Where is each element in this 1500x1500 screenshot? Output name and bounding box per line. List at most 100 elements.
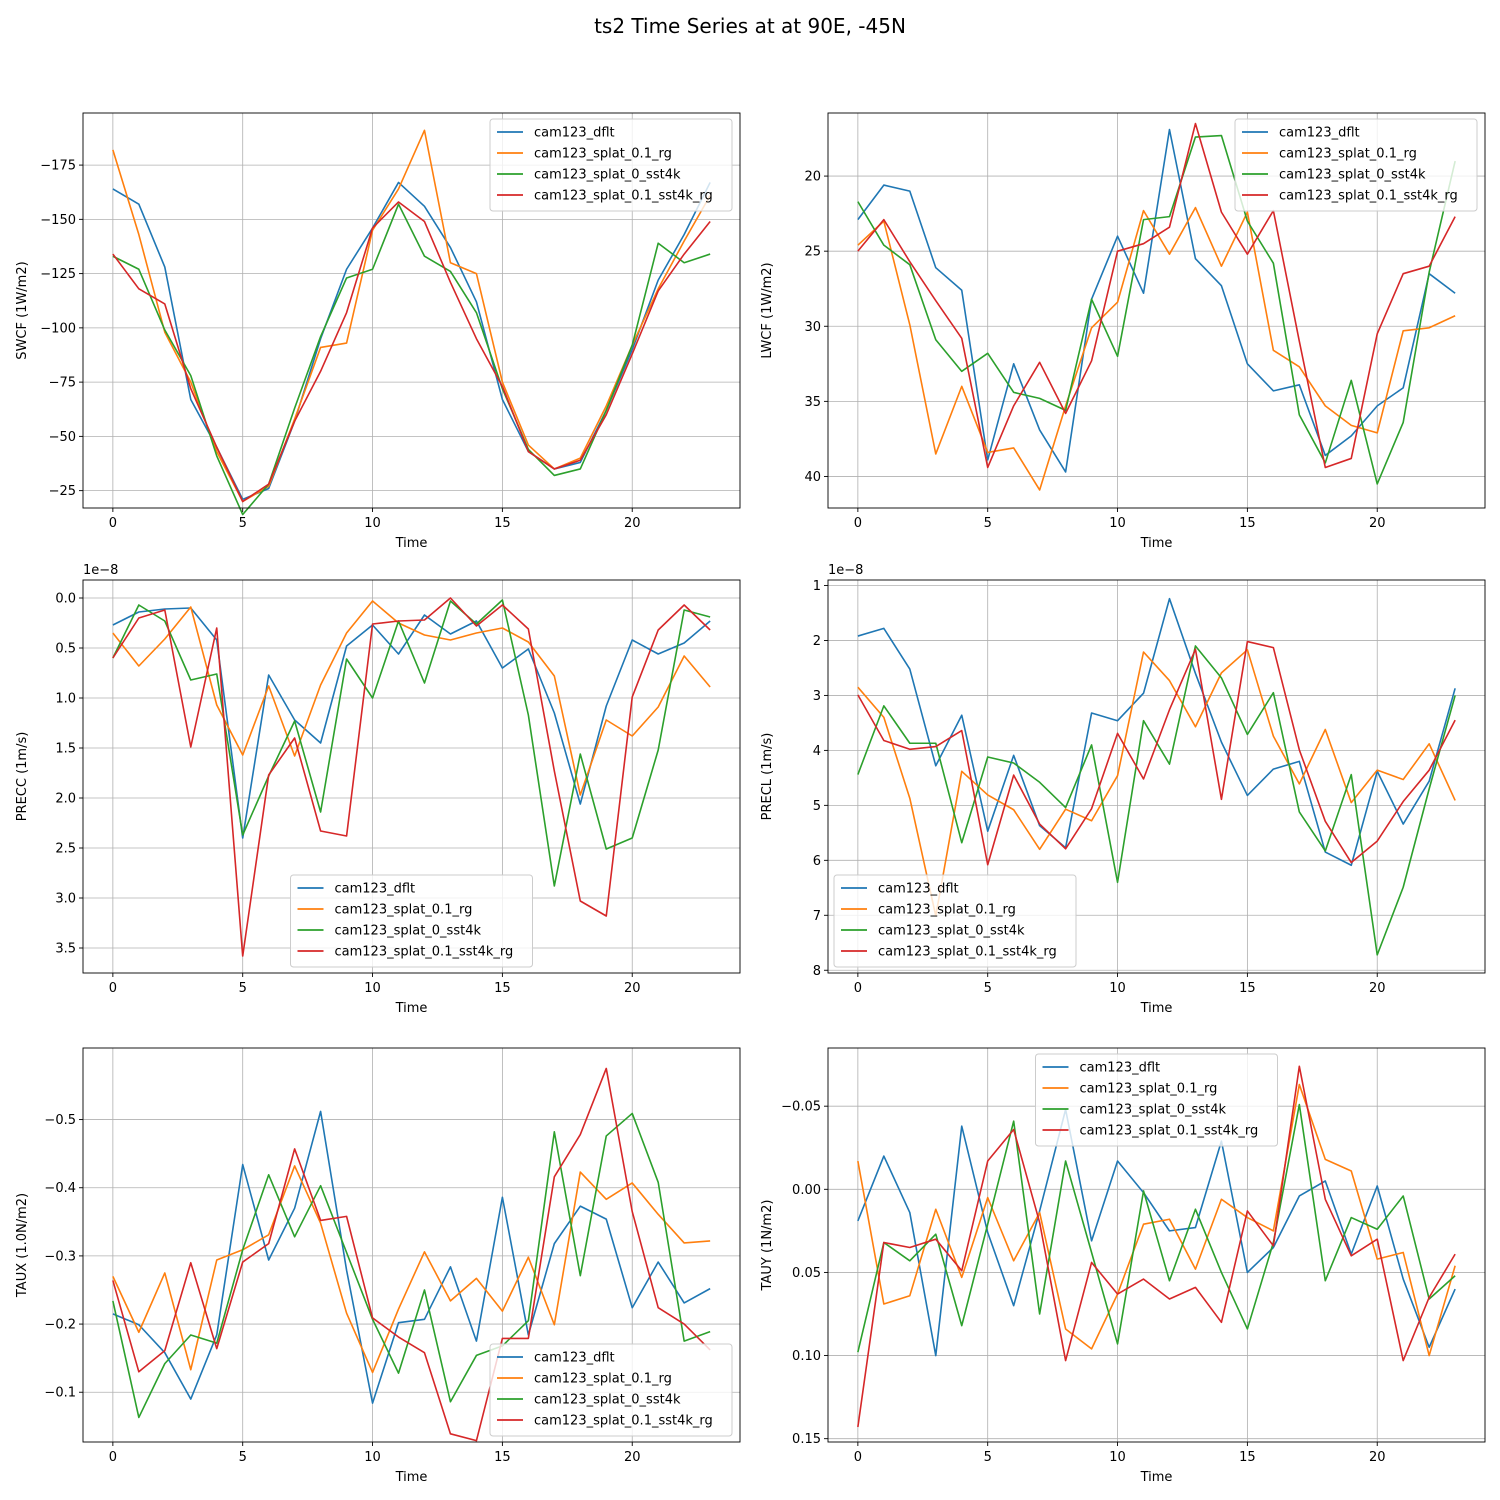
x-tick-label: 5 [984,981,992,996]
legend-label: cam123_dflt [335,882,416,897]
legend-label: cam123_splat_0.1_rg [1080,1082,1218,1097]
legend-frame [489,1343,733,1437]
x-tick-label: 10 [364,516,381,531]
legend-label: cam123_dflt [1279,126,1360,141]
y-tick-label: 7 [813,909,821,924]
x-axis-label: Time [1140,1470,1173,1485]
x-tick-label: 0 [109,516,117,531]
y-tick-label: 0.5 [55,642,76,657]
x-tick-label: 15 [494,516,511,531]
axes-frame [827,112,1486,509]
legend-label: cam123_splat_0_sst4k [1279,168,1426,183]
x-tick-label: 10 [1109,1450,1126,1465]
x-tick-label: 15 [494,1450,511,1465]
x-axis-label: Time [395,1470,428,1485]
x-tick-label: 20 [624,1450,641,1465]
legend-label: cam123_splat_0_sst4k [534,1393,681,1408]
y-tick-label: 2.5 [55,842,76,857]
x-tick-label: 20 [624,516,641,531]
axes-frame [82,1047,741,1443]
series-line-4 [857,1065,1456,1428]
x-axis-label: Time [1140,1001,1173,1016]
series-line-1 [112,607,711,839]
subplot-1: 0 5 10 15 20 −175 −150 −125 −100 −75 −50 −25 Time SWC… [15,112,741,551]
legend-label: cam123_splat_0.1_rg [878,903,1016,918]
y-tick-label: −100 [40,321,76,336]
x-axis-label: Time [395,1001,428,1016]
x-tick-label: 5 [239,1450,247,1465]
legend-frame [290,874,533,968]
axes-frame [827,579,1486,974]
figure-title: ts2 Time Series at at 90E, -45N [594,14,906,38]
y-tick-label: −150 [40,213,76,228]
legend-label: cam123_dflt [534,1351,615,1366]
legend-label: cam123_dflt [534,126,615,141]
legend-label: cam123_splat_0_sst4k [878,924,1025,939]
x-tick-label: 10 [1109,981,1126,996]
y-tick-label: 5 [813,799,821,814]
legend-label: cam123_splat_0.1_sst4k_rg [335,945,514,960]
x-tick-label: 15 [1239,1450,1256,1465]
series-line-1 [857,597,1456,867]
x-tick-label: 0 [109,981,117,996]
y-tick-label: −0.5 [44,1113,76,1128]
series-line-2 [112,600,711,796]
axes-frame [82,112,741,509]
subplot-2: 0 5 10 15 20 20 25 30 35 40 Time LWCF (1W/m2) cam123… [760,112,1486,551]
legend-label: cam123_splat_0.1_sst4k_rg [1279,189,1458,204]
series-line-3 [857,134,1456,485]
x-tick-label: 15 [494,981,511,996]
x-tick-label: 20 [1369,1450,1386,1465]
y-tick-label: −0.2 [44,1318,76,1333]
series-line-1 [857,1108,1456,1357]
y-tick-label: −75 [49,376,76,391]
subplot-3: 0 5 10 15 20 0.0 0.5 1.0 1.5 2.0 2.5 3.0 3.5 Time PREC… [15,563,741,1016]
legend-frame [1234,118,1478,212]
axes-frame [827,1047,1486,1443]
y-tick-label: −25 [49,484,76,499]
y-tick-label: −0.3 [44,1249,76,1264]
y-tick-label: 0.10 [792,1349,821,1364]
series-line-3 [112,599,711,887]
y-tick-label: −0.4 [44,1181,76,1196]
legend-label: cam123_splat_0.1_sst4k_rg [534,1414,713,1429]
y-tick-label: 4 [813,744,821,759]
series-line-3 [857,1103,1456,1353]
y-tick-label: 6 [813,854,821,869]
legend-label: cam123_dflt [1080,1061,1161,1076]
x-tick-label: 20 [624,981,641,996]
legend-label: cam123_splat_0.1_rg [534,1372,672,1387]
legend: cam123_dflt cam123_splat_0.1_rg cam123_spl… [489,118,733,212]
x-tick-label: 10 [1109,516,1126,531]
series-line-2 [857,206,1456,491]
y-tick-label: 3 [813,689,821,704]
y-tick-label: 1.0 [55,692,76,707]
y-tick-label: −50 [49,430,76,445]
x-tick-label: 0 [854,1450,862,1465]
legend-label: cam123_splat_0.1_sst4k_rg [534,189,713,204]
x-tick-label: 5 [239,516,247,531]
x-tick-label: 20 [1369,981,1386,996]
x-tick-label: 5 [239,981,247,996]
x-tick-label: 5 [984,516,992,531]
legend: cam123_dflt cam123_splat_0.1_rg cam123_spl… [833,874,1077,968]
series-line-4 [857,640,1456,866]
y-tick-label: 1 [813,579,821,594]
y-tick-label: 2.0 [55,792,76,807]
series-line-2 [857,649,1456,917]
y-tick-label: 25 [804,245,821,260]
x-tick-label: 0 [854,516,862,531]
series-line-3 [112,203,711,516]
y-tick-label: 30 [804,320,821,335]
x-tick-label: 10 [364,981,381,996]
y-axis-label: PRECL (1m/s) [760,733,775,821]
legend-frame [489,118,733,212]
y-tick-label: 3.0 [55,892,76,907]
legend-label: cam123_splat_0.1_rg [335,903,473,918]
y-tick-label: 0.0 [55,592,76,607]
y-offset-text: 1e−8 [83,563,118,578]
y-axis-label: PRECC (1m/s) [15,732,30,822]
x-axis-label: Time [1140,536,1173,551]
y-tick-label: 1.5 [55,742,76,757]
